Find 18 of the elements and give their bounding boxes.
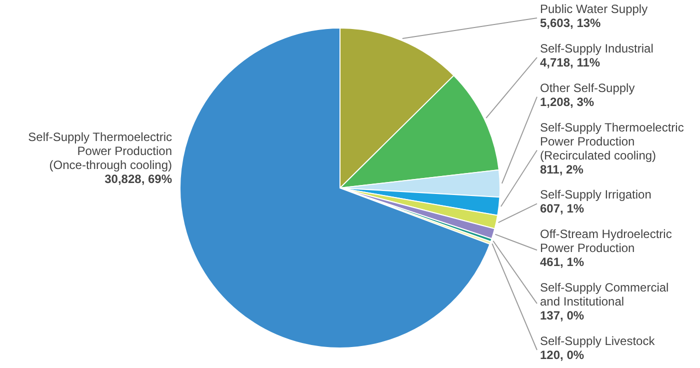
slice-label: Off-Stream Hydroelectric Power Production (540, 227, 672, 256)
slice-label: Self-Supply Thermoelectric Power Production (Recirculated cooling) (540, 120, 684, 162)
data-label: 4,718, 11% (540, 55, 600, 70)
slice-label: Self-Supply Thermoelectric Power Production (Once-through cooling) (28, 130, 172, 172)
data-label: 30,828, 69% (104, 172, 172, 186)
data-label: 607, 1% (540, 202, 584, 216)
slice-label: Other Self-Supply (540, 80, 635, 95)
slice-label: Self-Supply Livestock (540, 334, 656, 348)
data-label: 120, 0% (540, 348, 584, 362)
slice-label: Self-Supply Irrigation (540, 188, 652, 202)
data-label: 1,208, 3% (540, 94, 594, 109)
slice-label: Self-Supply Commercial and Institutional (540, 280, 669, 309)
slice-label: Public Water Supply (540, 2, 648, 16)
data-label: 5,603, 13% (540, 16, 602, 30)
slice-label: Self-Supply Industrial (540, 41, 654, 56)
data-label: 811, 2% (540, 162, 584, 176)
data-label: 461, 1% (540, 255, 584, 270)
data-label: 137, 0% (540, 308, 584, 323)
